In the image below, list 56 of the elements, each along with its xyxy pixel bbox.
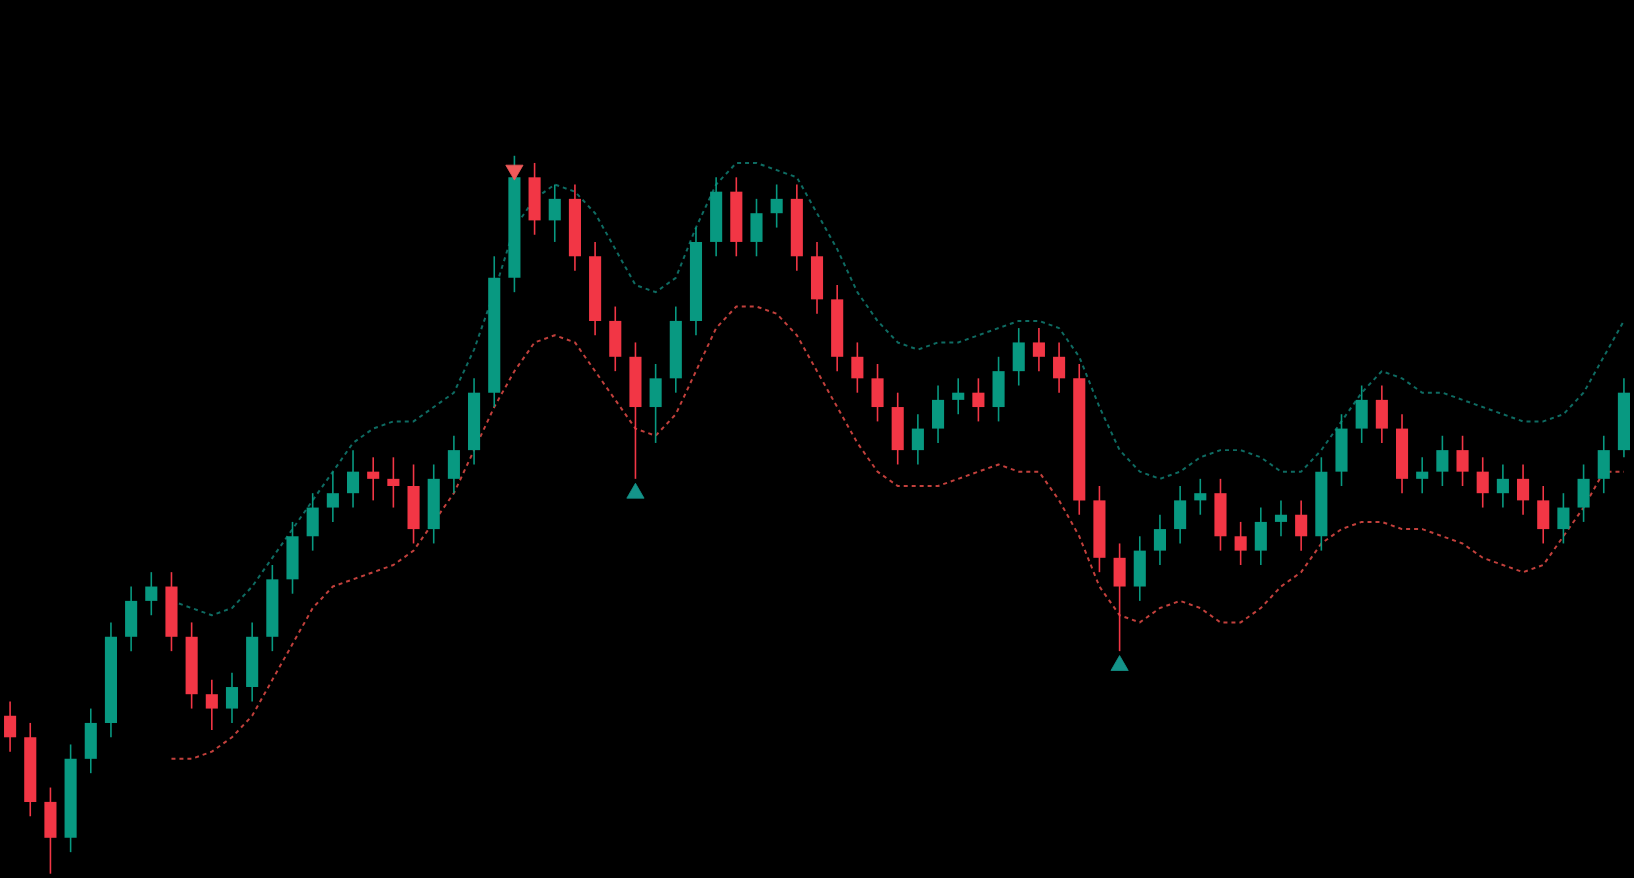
candlestick bbox=[770, 183, 783, 229]
candlestick bbox=[911, 413, 924, 466]
candlestick bbox=[1153, 513, 1166, 566]
candlestick bbox=[1496, 463, 1509, 509]
candlestick bbox=[447, 434, 460, 494]
candlestick bbox=[4, 700, 17, 753]
candlestick bbox=[286, 521, 299, 595]
candlestick bbox=[1234, 521, 1247, 566]
candlestick bbox=[528, 162, 541, 236]
candlestick bbox=[1254, 506, 1267, 566]
candlestick bbox=[84, 707, 97, 774]
candlestick bbox=[125, 585, 138, 652]
candlestick bbox=[1597, 434, 1610, 494]
candlestick bbox=[992, 355, 1005, 423]
candlestick bbox=[851, 341, 864, 394]
candlestick bbox=[609, 305, 622, 372]
candlestick bbox=[1295, 499, 1308, 552]
candlestick bbox=[810, 241, 824, 315]
candlestick bbox=[972, 377, 985, 423]
candlestick bbox=[891, 391, 904, 466]
candlestick bbox=[750, 198, 763, 258]
candlestick bbox=[225, 671, 239, 724]
candlestick bbox=[306, 492, 319, 552]
candlestick bbox=[1476, 456, 1489, 509]
candlestick bbox=[367, 456, 380, 502]
candlestick bbox=[1436, 434, 1449, 487]
candlestick bbox=[1557, 492, 1570, 545]
candlestick bbox=[1456, 434, 1469, 487]
candlestick bbox=[1375, 384, 1388, 444]
candlestick bbox=[205, 679, 218, 731]
candlestick bbox=[1214, 478, 1227, 552]
candlestick bbox=[1416, 456, 1429, 494]
candlestick bbox=[1517, 463, 1530, 516]
candlestick bbox=[1174, 485, 1187, 545]
candlestick bbox=[1355, 384, 1368, 444]
candlestick bbox=[1053, 341, 1066, 394]
candlestick bbox=[44, 786, 57, 875]
candlestick bbox=[1274, 499, 1288, 538]
candlestick bbox=[952, 377, 965, 416]
candlestick bbox=[1113, 542, 1126, 652]
candlestick bbox=[1537, 485, 1550, 545]
candlestick bbox=[1032, 327, 1045, 372]
candlestick bbox=[1577, 463, 1590, 523]
candlestick bbox=[931, 384, 945, 444]
candlestick bbox=[1335, 413, 1348, 487]
candlestick bbox=[1194, 478, 1207, 516]
candlestick bbox=[387, 456, 400, 509]
candlestick bbox=[871, 363, 884, 423]
candlestick bbox=[548, 183, 561, 243]
candlestick bbox=[649, 363, 662, 444]
candlestick bbox=[346, 449, 360, 509]
candlestick bbox=[326, 470, 339, 523]
candlestick bbox=[407, 463, 420, 545]
candlestick bbox=[1133, 535, 1146, 602]
candlestick bbox=[145, 571, 158, 617]
candlestick bbox=[1012, 327, 1025, 387]
